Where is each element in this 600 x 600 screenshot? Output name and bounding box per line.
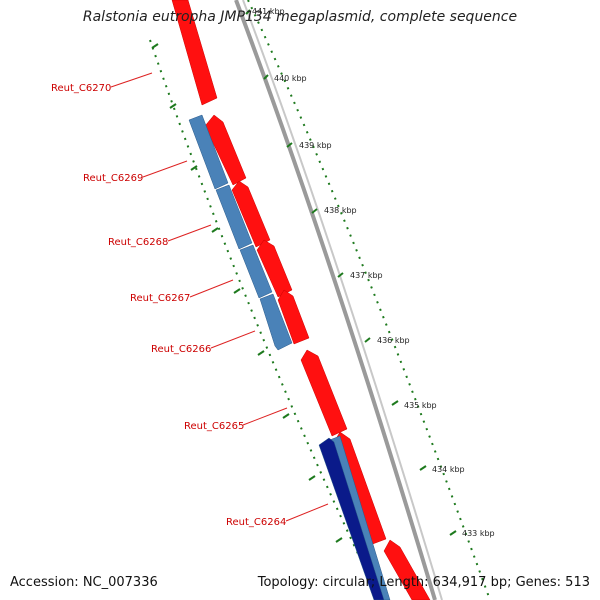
inner-tick	[151, 43, 159, 49]
scale-tick	[419, 465, 427, 471]
forward-cds-feature	[277, 289, 310, 345]
topology-text: Topology: circular; Length: 634,917 bp; …	[257, 575, 590, 590]
forward-cds-track	[171, 0, 431, 600]
scale-label: 433 kbp	[462, 529, 495, 538]
gene-label: Reut_C6267	[130, 293, 190, 304]
leader-line	[110, 72, 153, 88]
scale-tick	[364, 337, 371, 343]
forward-cds-feature	[383, 539, 431, 600]
leader-line	[242, 407, 288, 426]
scale-tick	[337, 272, 344, 278]
leader-line	[189, 279, 234, 298]
scale-tick	[263, 74, 269, 80]
scale-label: 436 kbp	[377, 336, 410, 345]
inner-tick	[211, 227, 219, 233]
reverse-cds-feature	[188, 114, 229, 190]
forward-cds-feature	[256, 239, 293, 298]
scale-label: 437 kbp	[350, 271, 383, 280]
reverse-cds-feature	[259, 293, 293, 351]
scale-tick	[245, 9, 251, 15]
gene-label: Reut_C6266	[151, 344, 211, 355]
leader-line	[210, 330, 256, 349]
scale-tick	[391, 400, 399, 406]
gene-label: Reut_C6268	[108, 237, 168, 248]
forward-cds-feature	[231, 180, 271, 248]
forward-cds-feature	[300, 349, 348, 437]
inner-tick	[308, 475, 316, 481]
scale-label: 438 kbp	[324, 206, 357, 215]
inner-ticks	[151, 43, 343, 543]
scale-label: 441 kbp	[252, 7, 285, 16]
inner-tick	[282, 413, 290, 419]
reverse-cds-feature	[239, 244, 273, 299]
scale-label: 439 kbp	[299, 141, 332, 150]
leader-line	[167, 224, 212, 242]
inner-tick	[335, 537, 343, 543]
reverse-cds-feature	[215, 184, 253, 250]
accession-text: Accession: NC_007336	[10, 575, 158, 590]
gene-label: Reut_C6270	[51, 83, 111, 94]
backbone-inner	[234, 0, 437, 600]
gene-label: Reut_C6269	[83, 173, 143, 184]
leader-lines	[110, 72, 329, 522]
gene-label: Reut_C6264	[226, 517, 286, 528]
scale-label: 435 kbp	[404, 401, 437, 410]
reverse-cds-track	[188, 114, 391, 600]
gene-label: Reut_C6265	[184, 421, 244, 432]
leader-line	[285, 503, 329, 522]
scale-tick	[286, 142, 293, 148]
inner-tick	[233, 288, 241, 294]
gene-labels: Reut_C6270 Reut_C6269 Reut_C6268 Reut_C6…	[51, 83, 286, 528]
map-title: Ralstonia eutropha JMP134 megaplasmid, c…	[82, 9, 518, 25]
inner-tick	[257, 350, 265, 356]
scale-tick	[449, 530, 457, 536]
leader-line	[142, 160, 188, 178]
scale-tick	[311, 208, 318, 214]
inner-tick	[190, 165, 198, 171]
scale-label: 434 kbp	[432, 465, 465, 474]
scale-label: 440 kbp	[274, 74, 307, 83]
forward-cds-feature	[171, 0, 218, 106]
scale-labels: 441 kbp 440 kbp 439 kbp 438 kbp 437 kbp …	[252, 7, 495, 538]
forward-cds-feature	[204, 114, 247, 186]
scale-ticks	[245, 9, 457, 536]
inner-dotted-line	[149, 39, 381, 600]
inner-tick	[169, 103, 177, 109]
reverse-cds-feature	[318, 437, 385, 600]
